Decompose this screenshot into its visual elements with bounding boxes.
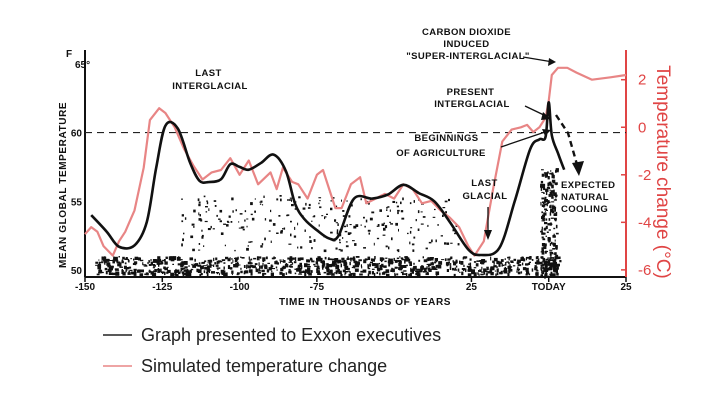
annotation-agriculture: BEGINNINGS OF AGRICULTURE xyxy=(396,133,486,159)
annotation-expected-cooling: EXPECTED NATURAL COOLING xyxy=(561,180,618,215)
agriculture-arrowhead xyxy=(542,129,551,136)
left-tick-label: 55 xyxy=(71,197,83,208)
right-axis-label: Temperature change (°C) xyxy=(652,65,673,279)
left-tick-label: 50 xyxy=(71,266,83,277)
left-tick-label: 65° xyxy=(75,60,90,71)
annotation-present-interglacial: PRESENT INTERGLACIAL xyxy=(434,87,510,110)
last-glacial-arrowhead xyxy=(484,230,492,240)
present-interglacial-arrowhead xyxy=(541,112,551,120)
agriculture-arrow xyxy=(500,130,549,148)
x-tick-label: -100 xyxy=(230,282,250,293)
noise-texture xyxy=(95,168,562,279)
annotation-super-interglacial: CARBON DIOXIDE INDUCED "SUPER-INTERGLACI… xyxy=(406,27,530,62)
right-tick-label: 0 xyxy=(638,119,646,136)
annotation-last-interglacial: LAST INTERGLACIAL xyxy=(172,68,248,92)
co2-arrow xyxy=(522,56,554,63)
x-tick-label: 25 xyxy=(620,282,632,293)
x-tick-label: TODAY xyxy=(532,282,566,293)
x-tick-label: -75 xyxy=(310,282,325,293)
x-tick-label: -150 xyxy=(75,282,95,293)
series-line-simulated xyxy=(84,66,627,257)
right-axis-ticks: 2 0 -2 -4 -6 xyxy=(621,72,651,279)
legend-label-simulated: Simulated temperature change xyxy=(141,356,387,376)
left-axis-ticks: F 65° 60 55 50 xyxy=(66,49,90,277)
x-tick-label: -125 xyxy=(152,282,172,293)
legend-label-exxon: Graph presented to Exxon executives xyxy=(141,325,441,345)
legend: Graph presented to Exxon executives Simu… xyxy=(103,325,441,376)
expected-cooling-projection xyxy=(555,114,580,169)
left-tick-label: 60 xyxy=(71,129,83,140)
right-tick-label: -6 xyxy=(638,262,651,279)
annotation-last-glacial: LAST GLACIAL xyxy=(462,178,507,202)
x-axis-label: TIME IN THOUSANDS OF YEARS xyxy=(279,297,451,308)
x-tick-label: 25 xyxy=(466,282,478,293)
cooling-arrowhead xyxy=(572,161,584,176)
x-axis-ticks: -150 -125 -100 -75 25 TODAY 25 xyxy=(75,277,632,293)
co2-arrowhead xyxy=(548,58,556,66)
right-tick-label: 2 xyxy=(638,72,646,89)
left-axis-label: MEAN GLOBAL TEMPERATURE xyxy=(58,102,69,268)
right-tick-label: -2 xyxy=(638,167,651,184)
left-axis-unit: F xyxy=(66,49,72,60)
right-tick-label: -4 xyxy=(638,214,651,231)
series-line-exxon xyxy=(90,100,566,257)
